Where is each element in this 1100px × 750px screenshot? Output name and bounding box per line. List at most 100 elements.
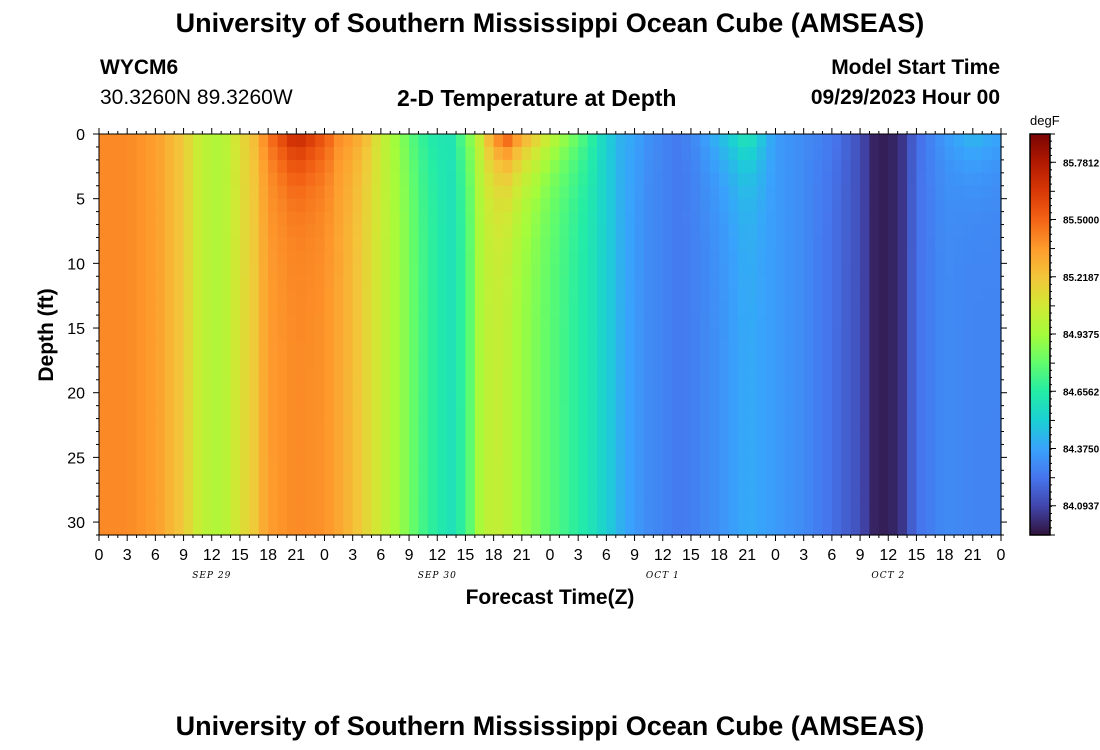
heatmap-cell xyxy=(352,431,363,446)
heatmap-cell xyxy=(794,496,805,510)
heatmap-cell xyxy=(841,302,852,316)
heatmap-cell xyxy=(954,366,965,381)
heatmap-cell xyxy=(145,509,156,523)
heatmap-cell xyxy=(784,340,795,355)
heatmap-cell xyxy=(568,250,579,264)
heatmap-cell xyxy=(625,172,636,187)
heatmap-cell xyxy=(333,211,344,226)
heatmap-cell xyxy=(587,379,598,394)
heatmap-cell xyxy=(399,444,410,458)
heatmap-cell xyxy=(690,302,701,316)
heatmap-cell xyxy=(850,431,861,446)
heatmap-cell xyxy=(362,405,373,420)
heatmap-cell xyxy=(474,522,485,536)
heatmap-cell xyxy=(559,198,570,213)
x-day-label: SEP 29 xyxy=(192,571,231,581)
heatmap-cell xyxy=(747,172,758,187)
heatmap-cell xyxy=(747,353,758,368)
heatmap-cell xyxy=(418,379,429,394)
heatmap-cell xyxy=(596,457,607,471)
heatmap-cell xyxy=(615,134,626,148)
heatmap-cell xyxy=(305,522,316,536)
heatmap-cell xyxy=(653,431,664,446)
heatmap-cell xyxy=(794,379,805,394)
heatmap-cell xyxy=(145,483,156,497)
heatmap-cell xyxy=(982,405,993,420)
heatmap-cell xyxy=(362,418,373,433)
heatmap-cell xyxy=(456,134,467,148)
heatmap-cell xyxy=(559,483,570,497)
heatmap-cell xyxy=(982,250,993,264)
heatmap-cell xyxy=(784,392,795,407)
heatmap-cell xyxy=(202,289,213,303)
heatmap-cell xyxy=(728,366,739,381)
heatmap-cell xyxy=(700,366,711,381)
heatmap-cell xyxy=(869,237,880,252)
heatmap-cell xyxy=(672,509,683,523)
heatmap-cell xyxy=(512,496,523,510)
heatmap-cell xyxy=(888,366,899,381)
heatmap-cell xyxy=(399,237,410,252)
heatmap-cell xyxy=(747,315,758,329)
heatmap-cell xyxy=(681,457,692,471)
heatmap-cell xyxy=(634,470,645,484)
heatmap-cell xyxy=(991,134,1002,148)
heatmap-cell xyxy=(362,522,373,536)
heatmap-cell xyxy=(296,444,307,458)
heatmap-cell xyxy=(249,159,260,174)
heatmap-cell xyxy=(615,198,626,213)
heatmap-cell xyxy=(315,340,326,355)
heatmap-cell xyxy=(982,457,993,471)
heatmap-cell xyxy=(512,263,523,277)
heatmap-cell xyxy=(99,134,109,148)
heatmap-cell xyxy=(878,444,889,458)
heatmap-cell xyxy=(907,431,918,446)
heatmap-cell xyxy=(183,509,194,523)
heatmap-cell xyxy=(615,211,626,226)
heatmap-cell xyxy=(737,276,748,290)
heatmap-cell xyxy=(164,353,175,368)
heatmap-cell xyxy=(286,522,297,536)
heatmap-cell xyxy=(831,340,842,355)
heatmap-cell xyxy=(944,392,955,407)
heatmap-cell xyxy=(850,263,861,277)
heatmap-cell xyxy=(239,250,250,264)
heatmap-cell xyxy=(916,172,927,187)
heatmap-cell xyxy=(869,263,880,277)
heatmap-cell xyxy=(775,263,786,277)
heatmap-cell xyxy=(493,418,504,433)
colorbar-tick-label: 85.5000 xyxy=(1063,215,1100,226)
heatmap-cell xyxy=(550,302,560,316)
heatmap-cell xyxy=(371,366,382,381)
heatmap-cell xyxy=(324,315,335,329)
heatmap-cell xyxy=(268,353,279,368)
heatmap-cell xyxy=(286,483,297,497)
heatmap-cell xyxy=(531,418,542,433)
heatmap-cell xyxy=(860,263,871,277)
heatmap-cell xyxy=(925,263,936,277)
heatmap-cell xyxy=(145,276,156,290)
heatmap-cell xyxy=(568,379,579,394)
heatmap-cell xyxy=(99,444,109,458)
heatmap-cell xyxy=(681,418,692,433)
heatmap-cell xyxy=(183,392,194,407)
heatmap-cell xyxy=(362,366,373,381)
heatmap-cell xyxy=(662,444,673,458)
heatmap-cell xyxy=(775,366,786,381)
heatmap-cell xyxy=(333,366,344,381)
heatmap-cell xyxy=(249,185,260,200)
heatmap-cell xyxy=(540,496,551,510)
heatmap-cell xyxy=(991,172,1002,187)
heatmap-cell xyxy=(813,224,824,239)
heatmap-cell xyxy=(728,302,739,316)
heatmap-cell xyxy=(343,250,354,264)
heatmap-cell xyxy=(446,159,457,174)
heatmap-cell xyxy=(258,431,269,446)
heatmap-cell xyxy=(117,353,128,368)
heatmap-cell xyxy=(596,418,607,433)
heatmap-cell xyxy=(822,276,833,290)
heatmap-cell xyxy=(643,457,654,471)
heatmap-cell xyxy=(531,392,542,407)
heatmap-cell xyxy=(362,146,373,161)
heatmap-cell xyxy=(888,237,899,252)
